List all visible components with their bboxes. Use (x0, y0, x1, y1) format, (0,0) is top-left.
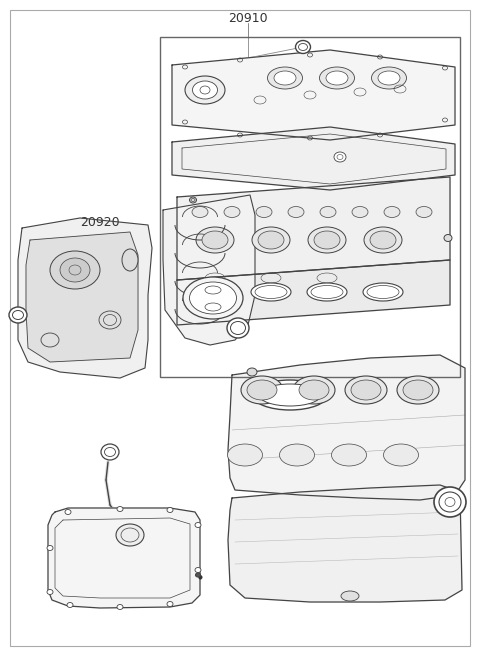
Ellipse shape (195, 573, 201, 577)
Polygon shape (48, 508, 200, 608)
Ellipse shape (416, 207, 432, 218)
Ellipse shape (334, 152, 346, 162)
Ellipse shape (47, 590, 53, 594)
Polygon shape (172, 50, 455, 140)
Ellipse shape (241, 376, 283, 404)
Ellipse shape (192, 207, 208, 218)
Ellipse shape (183, 277, 243, 319)
Ellipse shape (122, 249, 138, 271)
Ellipse shape (320, 67, 355, 89)
Text: 20910: 20910 (228, 12, 268, 24)
Ellipse shape (258, 231, 284, 249)
Ellipse shape (167, 508, 173, 512)
Ellipse shape (403, 380, 433, 400)
Ellipse shape (116, 524, 144, 546)
Ellipse shape (378, 71, 400, 85)
Ellipse shape (228, 444, 263, 466)
Ellipse shape (195, 567, 201, 573)
Polygon shape (228, 355, 465, 500)
Ellipse shape (224, 207, 240, 218)
Text: 20920: 20920 (80, 216, 120, 228)
Ellipse shape (117, 506, 123, 512)
Ellipse shape (384, 444, 419, 466)
Ellipse shape (199, 285, 231, 298)
Ellipse shape (185, 76, 225, 104)
Ellipse shape (255, 285, 287, 298)
Ellipse shape (247, 368, 257, 376)
Ellipse shape (41, 333, 59, 347)
Ellipse shape (195, 283, 235, 301)
Ellipse shape (352, 207, 368, 218)
Ellipse shape (99, 311, 121, 329)
Ellipse shape (65, 510, 71, 514)
Ellipse shape (190, 197, 196, 203)
Ellipse shape (341, 591, 359, 601)
Ellipse shape (192, 81, 217, 99)
Ellipse shape (67, 602, 73, 607)
Ellipse shape (311, 285, 343, 298)
Polygon shape (163, 195, 255, 345)
Ellipse shape (247, 380, 277, 400)
Ellipse shape (326, 71, 348, 85)
Ellipse shape (167, 602, 173, 607)
Text: ●: ● (198, 575, 203, 579)
Ellipse shape (279, 444, 314, 466)
Ellipse shape (47, 546, 53, 550)
Ellipse shape (332, 444, 367, 466)
Ellipse shape (314, 231, 340, 249)
Ellipse shape (308, 227, 346, 253)
Bar (160, 37, 460, 377)
Ellipse shape (259, 384, 321, 406)
Ellipse shape (444, 234, 452, 241)
Ellipse shape (251, 283, 291, 301)
Ellipse shape (267, 67, 302, 89)
Ellipse shape (299, 380, 329, 400)
Ellipse shape (227, 318, 249, 338)
Ellipse shape (202, 231, 228, 249)
Polygon shape (26, 232, 138, 362)
Ellipse shape (190, 282, 237, 314)
Ellipse shape (351, 380, 381, 400)
Ellipse shape (367, 285, 399, 298)
Ellipse shape (9, 307, 27, 323)
Ellipse shape (230, 321, 245, 335)
Ellipse shape (434, 487, 466, 517)
Polygon shape (172, 127, 455, 190)
Ellipse shape (101, 444, 119, 460)
Ellipse shape (363, 283, 403, 301)
Polygon shape (177, 177, 450, 280)
Ellipse shape (307, 283, 347, 301)
Ellipse shape (372, 67, 407, 89)
Ellipse shape (252, 227, 290, 253)
Ellipse shape (320, 207, 336, 218)
Ellipse shape (50, 251, 100, 289)
Ellipse shape (12, 310, 24, 319)
Polygon shape (228, 485, 462, 602)
Ellipse shape (196, 227, 234, 253)
Ellipse shape (256, 207, 272, 218)
Ellipse shape (288, 207, 304, 218)
Ellipse shape (117, 604, 123, 609)
Ellipse shape (296, 41, 311, 54)
Ellipse shape (195, 522, 201, 527)
Ellipse shape (299, 43, 308, 51)
Polygon shape (18, 218, 152, 378)
Ellipse shape (397, 376, 439, 404)
Ellipse shape (60, 258, 90, 282)
Ellipse shape (345, 376, 387, 404)
Ellipse shape (252, 380, 327, 410)
Ellipse shape (439, 492, 461, 512)
Ellipse shape (105, 447, 116, 457)
Ellipse shape (384, 207, 400, 218)
Ellipse shape (293, 376, 335, 404)
Ellipse shape (364, 227, 402, 253)
Ellipse shape (370, 231, 396, 249)
Polygon shape (177, 260, 450, 325)
Ellipse shape (274, 71, 296, 85)
